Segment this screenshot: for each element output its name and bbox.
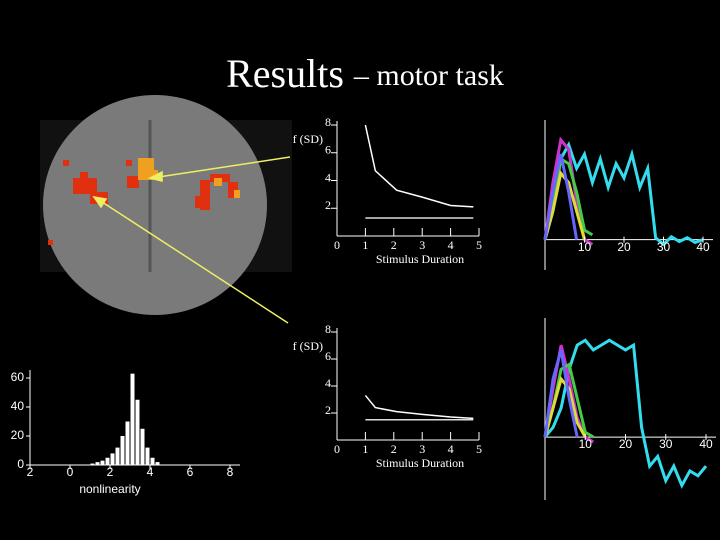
x-tick-label: 1 — [362, 238, 368, 252]
histogram-bar — [110, 453, 115, 465]
y-tick-label: 8 — [325, 115, 331, 129]
x-tick-label: 8 — [227, 465, 234, 479]
x-tick-label: 2 — [27, 465, 34, 479]
series-line — [543, 156, 594, 240]
y-tick-label: 4 — [325, 170, 331, 184]
x-tick-label: 0 — [334, 238, 340, 252]
y-tick-label: 8 — [325, 322, 331, 336]
series-line — [543, 338, 708, 489]
y-tick-label: 6 — [325, 349, 331, 363]
x-tick-label: 2 — [391, 442, 397, 456]
y-axis-label: f (SD) — [293, 132, 323, 146]
x-tick-label: 4 — [448, 238, 454, 252]
y-tick-label: 0 — [17, 457, 24, 471]
x-tick-label: 6 — [187, 465, 194, 479]
arrow-head — [92, 195, 108, 209]
x-tick-label: 1 — [362, 442, 368, 456]
x-tick-label: 20 — [617, 240, 631, 254]
series-line — [543, 375, 587, 438]
histogram-bar — [95, 462, 100, 465]
x-tick-label: 0 — [67, 465, 74, 479]
histogram-bar — [140, 428, 145, 465]
series-line — [543, 140, 704, 247]
x-tick-label: 10 — [579, 437, 593, 451]
histogram-bar — [130, 373, 135, 465]
y-tick-label: 4 — [325, 376, 331, 390]
x-axis-label: nonlinearity — [79, 482, 140, 496]
x-axis-label: Stimulus Duration — [376, 456, 464, 470]
arrow — [95, 197, 289, 324]
x-tick-label: 30 — [657, 240, 671, 254]
x-tick-label: 4 — [448, 442, 454, 456]
y-tick-label: 2 — [325, 403, 331, 417]
histogram-bar — [125, 421, 130, 465]
y-tick-label: 40 — [11, 399, 25, 413]
x-tick-label: 0 — [334, 442, 340, 456]
y-axis-label: f (SD) — [293, 339, 323, 353]
histogram-bar — [115, 447, 120, 465]
arrow — [151, 156, 291, 179]
histogram-bar — [135, 399, 140, 465]
series-line — [364, 394, 474, 420]
histogram-bar — [155, 462, 160, 465]
histogram-bar — [105, 457, 110, 465]
x-tick-label: 20 — [619, 437, 633, 451]
x-tick-label: 3 — [419, 442, 425, 456]
y-tick-label: 2 — [325, 198, 331, 212]
pointer-arrows — [92, 156, 291, 324]
subtitle: – motor task — [353, 59, 504, 92]
series-line — [364, 124, 474, 208]
series-line — [543, 153, 579, 240]
brain — [43, 95, 267, 315]
y-tick-label: 20 — [11, 428, 25, 442]
x-tick-label: 10 — [578, 240, 592, 254]
arrow-head — [147, 170, 163, 182]
histogram-bar — [90, 463, 95, 465]
slide-title: Results – motor task — [226, 51, 504, 96]
y-tick-label: 60 — [11, 370, 25, 384]
x-tick-label: 5 — [476, 238, 482, 252]
x-tick-label: 40 — [696, 240, 710, 254]
x-tick-label: 2 — [391, 238, 397, 252]
series-line — [543, 349, 579, 438]
histogram-bar — [145, 447, 150, 465]
x-tick-label: 30 — [659, 437, 673, 451]
x-tick-label: 4 — [147, 465, 154, 479]
histogram-bar — [120, 436, 125, 465]
x-tick-label: 40 — [699, 437, 713, 451]
x-tick-label: 5 — [476, 442, 482, 456]
title: Results — [226, 51, 344, 96]
x-tick-label: 2 — [107, 465, 114, 479]
y-tick-label: 6 — [325, 143, 331, 157]
histogram-bar — [100, 460, 105, 465]
histogram-bar — [150, 457, 155, 465]
brain-image — [40, 95, 292, 315]
x-axis-label: Stimulus Duration — [376, 252, 464, 266]
activation-peak — [138, 158, 240, 198]
x-tick-label: 3 — [419, 238, 425, 252]
